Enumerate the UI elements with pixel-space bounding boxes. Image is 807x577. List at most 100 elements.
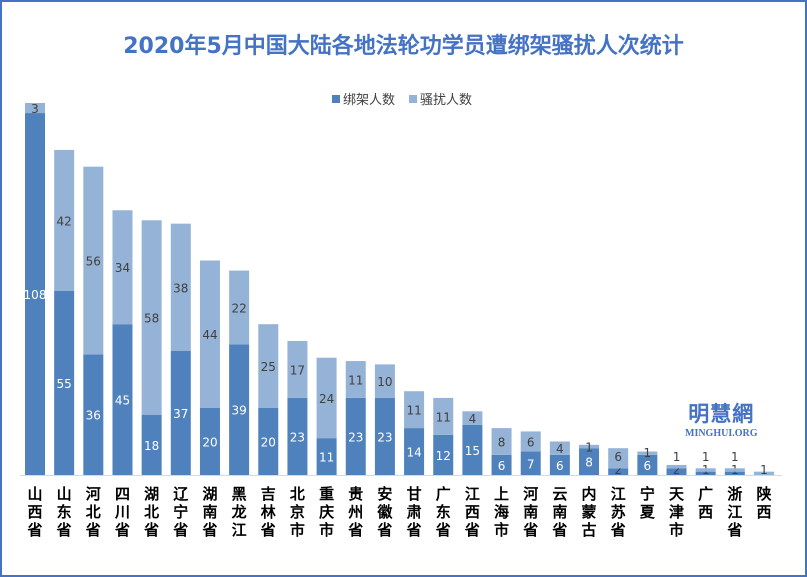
category-label: 江 bbox=[727, 503, 742, 521]
category-label: 西 bbox=[698, 503, 713, 521]
category-label: 四 bbox=[115, 485, 130, 503]
bar-harassed bbox=[754, 471, 774, 475]
category-label: 广 bbox=[698, 485, 713, 503]
category-label: 省 bbox=[201, 521, 217, 539]
bar-harassed bbox=[83, 166, 104, 355]
data-label: 1 bbox=[644, 446, 652, 460]
category-label: 北 bbox=[290, 485, 305, 503]
bar-abducted bbox=[695, 471, 716, 475]
category-label: 西 bbox=[27, 503, 42, 521]
bar-harassed bbox=[433, 397, 454, 435]
data-label: 38 bbox=[173, 281, 188, 295]
bar-harassed bbox=[549, 441, 570, 455]
bar-harassed bbox=[666, 464, 687, 469]
category-label: 林 bbox=[261, 503, 277, 521]
bar-abducted bbox=[25, 113, 45, 476]
legend-label: 骚扰人数 bbox=[420, 93, 473, 108]
data-label: 23 bbox=[377, 430, 392, 444]
data-label: 2 bbox=[614, 463, 622, 477]
bar-harassed bbox=[199, 260, 220, 408]
category-label: 宁 bbox=[173, 503, 188, 521]
bar-harassed bbox=[724, 468, 745, 472]
category-label: 市 bbox=[494, 521, 509, 539]
category-label: 省 bbox=[610, 521, 626, 539]
data-label: 11 bbox=[406, 404, 421, 418]
category-label: 陕 bbox=[756, 485, 771, 503]
category-label: 湖 bbox=[144, 485, 159, 503]
legend-item-abducted: 绑架人数 bbox=[332, 89, 395, 108]
data-label: 1 bbox=[731, 450, 739, 464]
category-label: 贵 bbox=[348, 485, 363, 503]
data-label: 18 bbox=[144, 439, 159, 453]
legend-label: 绑架人数 bbox=[343, 93, 396, 108]
category-label: 辽 bbox=[173, 485, 188, 503]
bar-abducted bbox=[258, 407, 279, 475]
data-label: 6 bbox=[527, 435, 535, 449]
bar-abducted bbox=[141, 414, 162, 475]
bar-abducted bbox=[608, 468, 629, 475]
category-label: 上 bbox=[494, 485, 509, 503]
data-label: 11 bbox=[319, 451, 334, 465]
bar-abducted bbox=[666, 468, 687, 475]
bar-harassed bbox=[695, 468, 716, 472]
category-label: 江 bbox=[611, 485, 626, 503]
bar-harassed bbox=[25, 103, 45, 114]
category-label: 吉 bbox=[261, 485, 276, 503]
data-label: 2 bbox=[673, 463, 681, 477]
bar-harassed bbox=[404, 391, 425, 429]
data-label: 4 bbox=[556, 442, 564, 456]
minghui-logo: 明慧網 MINGHUI.ORG bbox=[685, 401, 758, 439]
data-label: 45 bbox=[115, 394, 130, 408]
data-label: 55 bbox=[57, 377, 72, 391]
category-label: 北 bbox=[144, 503, 159, 521]
category-label: 河 bbox=[523, 485, 538, 503]
category-label: 南 bbox=[523, 503, 538, 521]
data-label: 17 bbox=[290, 363, 305, 377]
bar-abducted bbox=[345, 397, 366, 475]
bar-harassed bbox=[54, 149, 75, 291]
category-label: 省 bbox=[347, 521, 363, 539]
category-label: 重 bbox=[319, 485, 334, 503]
data-label: 12 bbox=[436, 449, 451, 463]
category-label: 省 bbox=[114, 521, 130, 539]
category-label: 省 bbox=[260, 521, 276, 539]
bar-abducted bbox=[520, 451, 541, 475]
bar-abducted bbox=[549, 454, 570, 475]
category-label: 天 bbox=[669, 485, 685, 503]
data-label: 7 bbox=[527, 457, 535, 471]
legend-swatch bbox=[409, 94, 418, 103]
data-label: 14 bbox=[406, 446, 421, 460]
category-label: 山 bbox=[57, 485, 72, 503]
data-label: 34 bbox=[115, 261, 130, 275]
category-label: 江 bbox=[232, 521, 247, 539]
data-label: 36 bbox=[86, 409, 101, 423]
category-label: 津 bbox=[669, 503, 684, 521]
bar-harassed bbox=[520, 431, 541, 452]
category-label: 省 bbox=[26, 521, 42, 539]
category-label: 省 bbox=[85, 521, 101, 539]
legend: 绑架人数 骚扰人数 bbox=[332, 89, 472, 108]
bar-abducted bbox=[287, 397, 308, 475]
bar-harassed bbox=[345, 361, 366, 398]
category-label: 省 bbox=[551, 521, 567, 539]
category-label: 省 bbox=[522, 521, 538, 539]
category-label: 徽 bbox=[376, 503, 393, 521]
category-label: 苏 bbox=[611, 503, 626, 521]
data-label: 1 bbox=[585, 441, 593, 455]
category-label: 广 bbox=[436, 485, 451, 503]
category-label: 市 bbox=[669, 521, 684, 539]
category-label: 江 bbox=[465, 485, 480, 503]
data-label: 3 bbox=[31, 102, 39, 116]
chart-title: 2020年5月中国大陆各地法轮功学员遭绑架骚扰人次统计 bbox=[123, 34, 684, 59]
bar-abducted bbox=[579, 448, 600, 475]
data-label: 58 bbox=[144, 311, 159, 325]
category-label: 省 bbox=[143, 521, 159, 539]
bar-harassed bbox=[374, 364, 395, 398]
bar-abducted bbox=[724, 471, 745, 475]
category-label: 南 bbox=[202, 503, 217, 521]
data-label: 23 bbox=[290, 430, 305, 444]
category-label: 省 bbox=[435, 521, 451, 539]
category-label: 宁 bbox=[640, 485, 655, 503]
data-label: 8 bbox=[498, 435, 506, 449]
category-label: 内 bbox=[582, 485, 597, 503]
